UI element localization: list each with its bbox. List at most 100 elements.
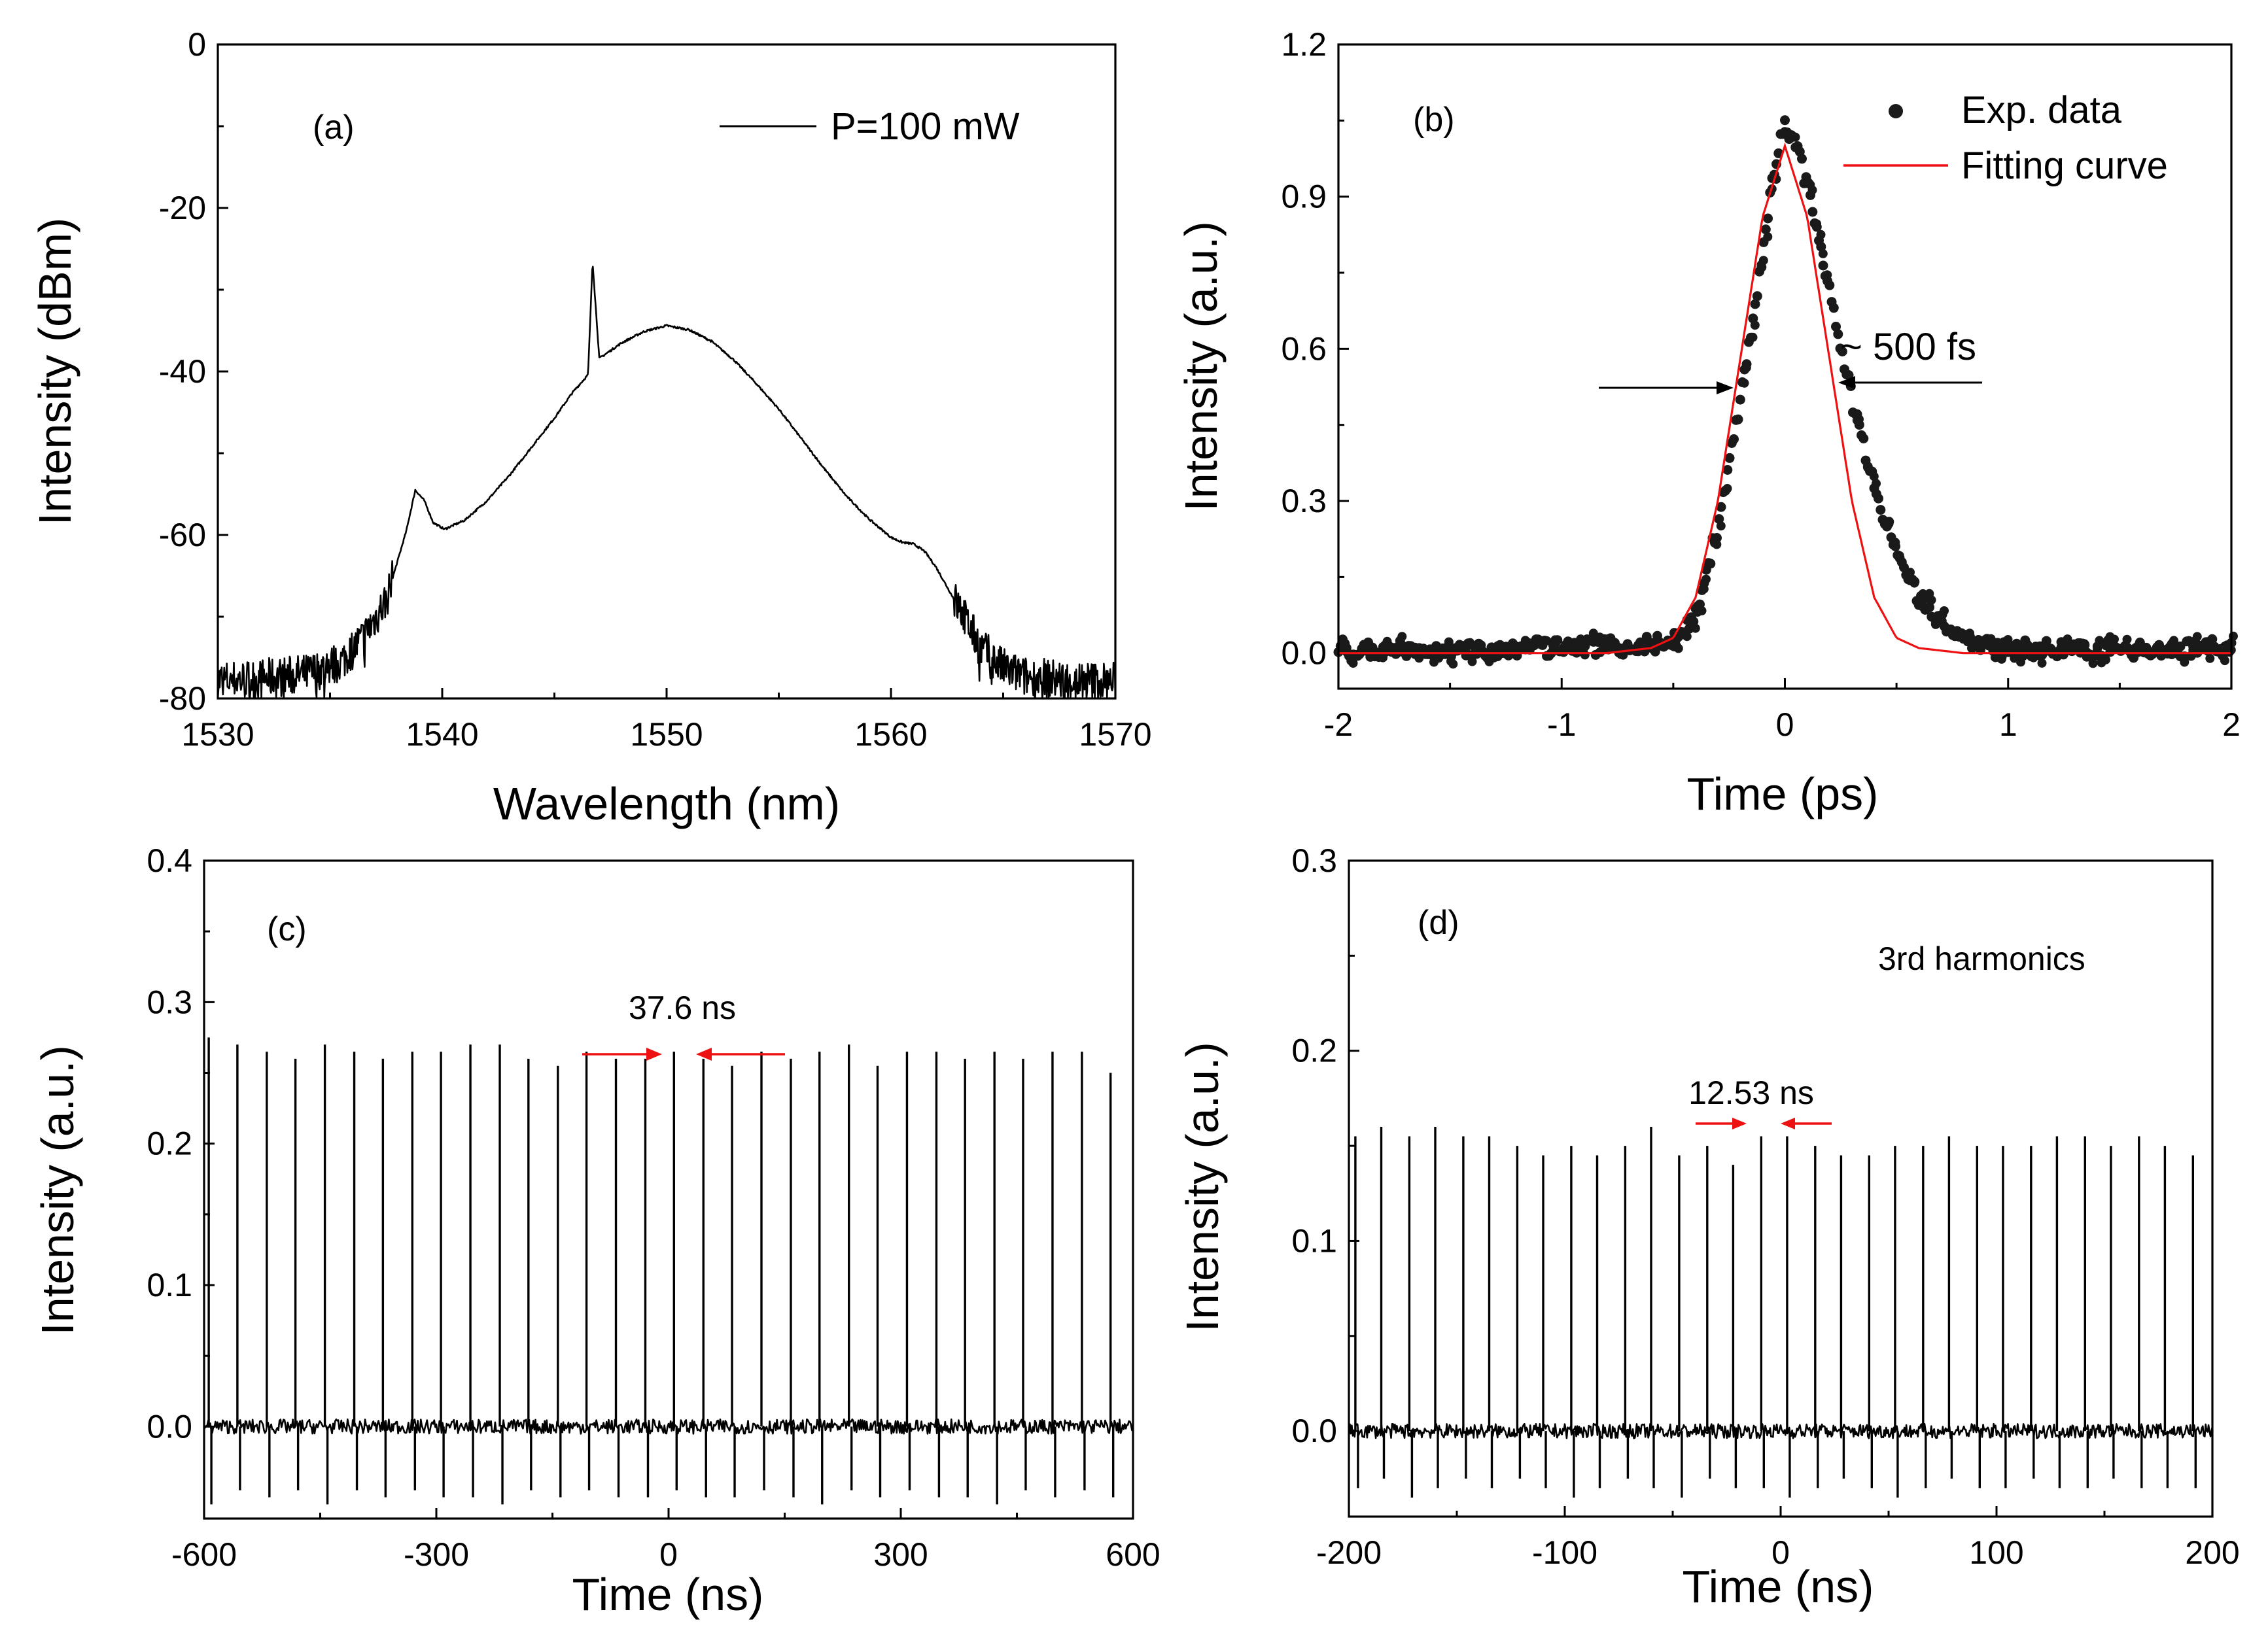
panel-b-data-point — [2110, 634, 2119, 644]
panel-b-data-point — [1816, 230, 1826, 239]
panel-b-data-point — [1750, 299, 1760, 309]
panel-b-data-point — [2122, 634, 2132, 644]
panel-b-data-point — [1348, 659, 1358, 668]
panel-b-data-point — [1444, 637, 1454, 647]
panel-b-data-point — [1673, 644, 1683, 653]
panel-b-data-point — [1906, 568, 1915, 577]
1-x-tick-label: 1 — [1999, 706, 2017, 743]
panel-b-data-point — [1716, 502, 1726, 512]
panel-b-autocorrelation: -2 -1 0 1 2 0.0 0.3 0.6 0.9 1.2 (b) Exp. data Fit… — [1176, 26, 2241, 819]
1-y-tick-label: 1.2 — [1281, 26, 1327, 63]
panel-a-spectrum: 1530 1540 1550 1560 1570 -80 -60 -40 -20 0 (a) P=… — [29, 26, 1152, 829]
panel-b-data-point — [1748, 332, 1758, 342]
panel-b-data-point — [1397, 632, 1407, 642]
3-x-tick-label: -100 — [1532, 1534, 1597, 1571]
3-y-tick-label: 0.1 — [1291, 1222, 1337, 1259]
3-x-tick-label: 100 — [1969, 1534, 2023, 1571]
panel-b-data-point — [1854, 420, 1864, 430]
panel-c-fundamental-pulse-train: -600 -300 0 300 600 0.0 0.1 0.2 0.3 0.4 (c) 37.6 … — [32, 842, 1160, 1620]
panel-b-fwhm-left-arrowhead — [1717, 381, 1734, 394]
panel-b-data-point — [1875, 505, 1886, 515]
0-y-tick-label: 0 — [188, 26, 206, 63]
panel-b-data-point — [1690, 623, 1700, 633]
panel-c-frame — [203, 859, 1134, 1520]
2-y-tick-label: 0.0 — [147, 1408, 192, 1445]
panel-b-data-point — [2095, 636, 2104, 645]
panel-d-harmonics-annotation: 3rd harmonics — [1878, 940, 2085, 977]
panel-b-data-point — [1869, 472, 1879, 481]
panel-b-data-point — [2207, 634, 2218, 644]
panel-b-data-point — [1843, 370, 1854, 380]
0-y-tick-label: -40 — [159, 353, 206, 390]
1-y-tick-label: 0.9 — [1281, 179, 1327, 215]
3-x-tick-label: 0 — [1771, 1534, 1790, 1571]
0-y-tick-label: -60 — [159, 517, 206, 553]
panel-b-legend-data-text: Exp. data — [1961, 89, 2122, 131]
panel-b-data-point — [1701, 574, 1711, 584]
panel-b-data-point — [1884, 517, 1894, 527]
panel-b-data-point — [1837, 347, 1847, 356]
panel-b-data-point — [1858, 434, 1869, 443]
panel-b-data-point — [1712, 533, 1722, 543]
panel-b-data-point — [2220, 656, 2229, 666]
panel-b-data-point — [1682, 632, 1692, 642]
panel-d-right-arrowhead — [1781, 1118, 1795, 1129]
panel-b-data-point — [1807, 207, 1818, 217]
0-x-tick-label: 1530 — [181, 716, 254, 753]
1-y-tick-label: 0.6 — [1281, 330, 1327, 367]
panel-c-left-arrowhead — [646, 1048, 662, 1061]
0-x-tick-label: 1550 — [630, 716, 703, 753]
panel-b-data-point — [1724, 453, 1735, 463]
panel-b-data-point — [1872, 479, 1881, 489]
panel-b-fitting-curve — [1338, 142, 2231, 655]
2-x-tick-label: 0 — [659, 1536, 678, 1573]
panel-a-label: (a) — [313, 109, 355, 146]
panel-b-data-point — [2101, 655, 2110, 664]
panel-b-data-point — [1797, 154, 1807, 164]
panel-c-x-axis-title: Time (ns) — [572, 1569, 764, 1620]
2-x-tick-label: 300 — [873, 1536, 928, 1573]
panel-d-harmonic-pulse-train: -200 -100 0 100 200 0.0 0.1 0.2 0.3 (d) 3rd harm… — [1177, 842, 2240, 1612]
panel-b-data-point — [1733, 414, 1743, 424]
panel-b-data-point — [1735, 394, 1745, 405]
panel-b-data-point — [1874, 493, 1883, 504]
3-y-tick-label: 0.2 — [1291, 1033, 1337, 1069]
panel-b-data-point — [2063, 634, 2072, 644]
panel-b-fwhm-right-arrowhead — [1838, 376, 1855, 389]
panel-c-label: (c) — [267, 910, 307, 948]
panel-b-legend-fit-text: Fitting curve — [1961, 145, 2168, 187]
panel-b-data-point — [1940, 606, 1949, 615]
panel-b-data-point — [2229, 631, 2238, 641]
panel-b-data-point — [1739, 378, 1749, 388]
panel-b-data-point — [1552, 635, 1563, 645]
3-y-tick-label: 0.3 — [1291, 842, 1337, 879]
3-x-tick-label: -200 — [1316, 1534, 1382, 1571]
panel-b-data-point — [1927, 595, 1936, 605]
panel-b-data-point — [2080, 640, 2090, 650]
panel-b-fwhm-annotation: ~ 500 fs — [1840, 326, 1976, 368]
panel-b-data-point — [1722, 465, 1733, 475]
panel-b-data-point — [1722, 484, 1732, 493]
panel-b-data-point — [1910, 576, 1920, 587]
0-y-tick-label: -20 — [159, 190, 206, 226]
panel-c-period-arrows — [582, 1048, 785, 1061]
0-x-tick-label: 1560 — [854, 716, 927, 753]
panel-b-data-point — [1807, 185, 1817, 195]
panel-d-left-arrowhead — [1732, 1118, 1747, 1129]
panel-b-data-point — [1818, 249, 1828, 258]
2-x-tick-label: -600 — [171, 1536, 237, 1573]
panel-b-data-point — [1811, 222, 1822, 232]
panel-b-data-point — [1824, 280, 1835, 290]
panel-b-exp-data-markers — [1333, 115, 2238, 669]
0-x-tick-label: 1540 — [406, 716, 478, 753]
panel-a-frame — [217, 43, 1117, 700]
2-x-tick-label: -300 — [404, 1536, 469, 1573]
1-x-tick-label: 2 — [2222, 706, 2241, 743]
panel-b-data-point — [1891, 541, 1900, 551]
panel-b-data-point — [1580, 650, 1590, 660]
panel-a-y-axis-title: Intensity (dBm) — [29, 218, 80, 526]
2-y-tick-label: 0.4 — [147, 842, 192, 879]
panel-b-data-point — [1763, 213, 1773, 224]
panel-c-baseline-trace — [203, 1418, 1134, 1435]
